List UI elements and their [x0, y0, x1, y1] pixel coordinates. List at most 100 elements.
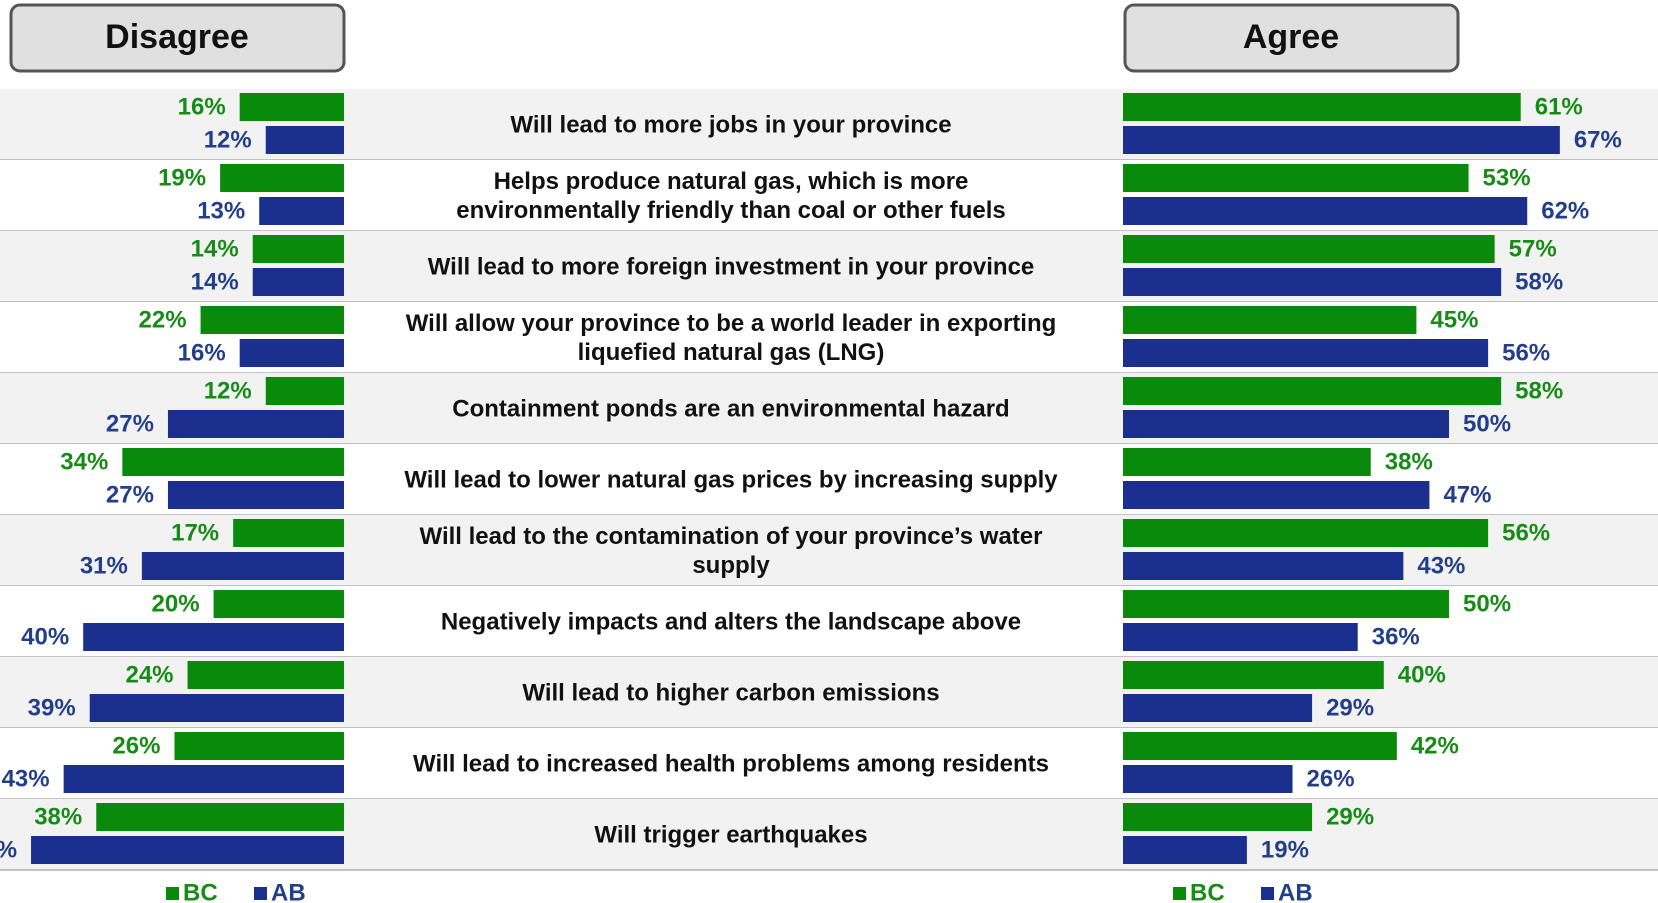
- legend-label: BC: [1190, 879, 1225, 903]
- value-label: 42%: [1411, 732, 1459, 759]
- value-label: 39%: [28, 694, 76, 721]
- legend-swatch: [254, 887, 267, 900]
- value-label: 31%: [80, 552, 128, 579]
- bar: [122, 448, 344, 476]
- value-label: 36%: [1372, 623, 1420, 650]
- bar: [1123, 552, 1404, 580]
- bar: [1123, 694, 1313, 722]
- panel-header: Agree: [1243, 18, 1339, 56]
- bar: [1123, 126, 1560, 154]
- panel-header: Disagree: [105, 18, 249, 56]
- bar: [1123, 836, 1247, 864]
- bar: [1123, 765, 1293, 793]
- bar: [1123, 93, 1521, 121]
- bar: [1123, 339, 1489, 367]
- value-label: 58%: [1515, 377, 1563, 404]
- bar: [96, 803, 345, 831]
- value-label: 16%: [178, 93, 226, 120]
- bar: [83, 623, 344, 651]
- legend-label: AB: [1278, 879, 1313, 903]
- bar: [1123, 481, 1430, 509]
- bar: [1123, 661, 1384, 689]
- statement: Helps produce natural gas, which is more…: [456, 167, 1006, 224]
- bar: [200, 306, 344, 334]
- bar: [174, 732, 344, 760]
- panel-header-box: [1123, 3, 1460, 73]
- statement: Will lead to the contamination of your p…: [419, 522, 1043, 579]
- value-label: 61%: [1535, 93, 1583, 120]
- bar: [167, 481, 344, 509]
- value-label: 48%: [0, 836, 17, 863]
- value-label: 38%: [1385, 448, 1433, 475]
- value-label: 43%: [1417, 552, 1465, 579]
- value-label: 67%: [1574, 126, 1622, 153]
- value-label: 45%: [1430, 306, 1478, 333]
- statement: Will lead to more jobs in your province: [510, 111, 952, 138]
- value-label: 19%: [1261, 836, 1309, 863]
- bar: [1123, 235, 1495, 263]
- bar: [239, 93, 344, 121]
- bar: [252, 235, 344, 263]
- value-label: 19%: [158, 164, 206, 191]
- legend-swatch: [1173, 887, 1186, 900]
- value-label: 38%: [34, 803, 82, 830]
- bar: [252, 268, 344, 296]
- bar: [213, 590, 344, 618]
- value-label: 34%: [60, 448, 108, 475]
- statement: Will allow your province to be a world l…: [405, 309, 1057, 366]
- bar: [220, 164, 344, 192]
- value-label: 29%: [1326, 803, 1374, 830]
- value-label: 47%: [1443, 481, 1491, 508]
- value-label: 17%: [171, 519, 219, 546]
- bar: [1123, 268, 1502, 296]
- statement: Will lead to increased health problems a…: [413, 750, 1049, 777]
- value-label: 58%: [1515, 268, 1563, 295]
- bar: [265, 126, 344, 154]
- value-label: 50%: [1463, 410, 1511, 437]
- statement: Will lead to lower natural gas prices by…: [404, 466, 1058, 493]
- bar: [141, 552, 344, 580]
- value-label: 16%: [178, 339, 226, 366]
- value-label: 56%: [1502, 519, 1550, 546]
- value-label: 27%: [106, 410, 154, 437]
- value-label: 40%: [1398, 661, 1446, 688]
- legend-swatch: [1261, 887, 1274, 900]
- value-label: 20%: [152, 590, 200, 617]
- bar: [1123, 197, 1528, 225]
- bar: [233, 519, 344, 547]
- value-label: 12%: [204, 377, 252, 404]
- bar: [31, 836, 344, 864]
- statement: Will lead to more foreign investment in …: [427, 253, 1035, 280]
- legend-label: AB: [271, 879, 306, 903]
- statement: Negatively impacts and alters the landsc…: [440, 608, 1022, 635]
- bar: [187, 661, 344, 689]
- legend-label: BC: [183, 879, 218, 903]
- statement: Will trigger earthquakes: [594, 821, 868, 848]
- bar: [1123, 732, 1397, 760]
- value-label: 12%: [204, 126, 252, 153]
- bar: [167, 410, 344, 438]
- panel-header-box: [9, 3, 346, 73]
- legend-swatch: [166, 887, 179, 900]
- bar: [1123, 519, 1489, 547]
- value-label: 57%: [1509, 235, 1557, 262]
- value-label: 22%: [139, 306, 187, 333]
- bar: [265, 377, 344, 405]
- bar: [1123, 410, 1449, 438]
- value-label: 53%: [1483, 164, 1531, 191]
- value-label: 56%: [1502, 339, 1550, 366]
- bar: [1123, 803, 1313, 831]
- bar: [1123, 377, 1502, 405]
- bar: [89, 694, 344, 722]
- value-label: 40%: [21, 623, 69, 650]
- value-label: 43%: [2, 765, 50, 792]
- value-label: 24%: [125, 661, 173, 688]
- bar: [259, 197, 344, 225]
- value-label: 26%: [1307, 765, 1355, 792]
- value-label: 50%: [1463, 590, 1511, 617]
- statement: Will lead to higher carbon emissions: [522, 679, 940, 706]
- value-label: 13%: [197, 197, 245, 224]
- bar: [1123, 623, 1358, 651]
